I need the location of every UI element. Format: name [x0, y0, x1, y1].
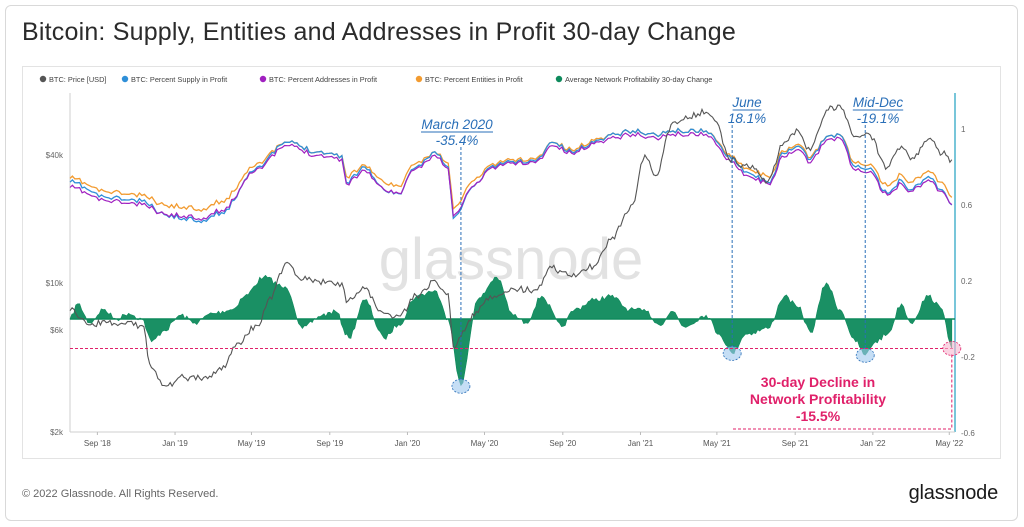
profitability-area	[69, 274, 953, 387]
profitability-area-layer	[69, 274, 955, 387]
x-tick-7: Jan '21	[628, 439, 654, 448]
legend-label-3: BTC: Percent Entities in Profit	[425, 75, 523, 84]
right-tick-4: 1	[961, 125, 966, 134]
addresses-in-profit-line	[69, 130, 953, 222]
entities-in-profit-line	[69, 127, 953, 213]
legend-label-4: Average Network Profitability 30-day Cha…	[565, 75, 712, 84]
legend-marker-0	[39, 75, 47, 83]
legend-marker-1	[121, 75, 129, 83]
legend-marker-2	[259, 75, 267, 83]
card-frame	[5, 5, 1018, 521]
annotation-text-3-0: 30-day Decline in	[761, 374, 875, 390]
right-tick-0: -0.6	[961, 429, 975, 438]
x-tick-9: Sep '21	[782, 439, 809, 448]
annotation-text-2-0: Mid-Dec	[853, 95, 904, 110]
left-tick-2: $10k	[46, 279, 64, 288]
annotation-marker-3	[942, 341, 962, 356]
x-tick-4: Jan '20	[395, 439, 421, 448]
right-tick-3: 0.6	[961, 201, 973, 210]
copyright-text: © 2022 Glassnode. All Rights Reserved.	[22, 488, 219, 500]
annotation-marker-1	[722, 345, 742, 361]
x-tick-6: Sep '20	[549, 439, 576, 448]
x-tick-11: May '22	[935, 439, 963, 448]
x-tick-0: Sep '18	[84, 439, 111, 448]
annotation-text-1-0: June	[731, 95, 761, 110]
page-title: Bitcoin: Supply, Entities and Addresses …	[22, 18, 736, 46]
x-tick-10: Jan '22	[860, 439, 886, 448]
legend-label-0: BTC: Price [USD]	[49, 75, 107, 84]
legend-label-1: BTC: Percent Supply in Profit	[131, 75, 227, 84]
brand-logo-text: glassnode	[908, 482, 999, 504]
legend-marker-4	[555, 75, 563, 83]
legend-label-2: BTC: Percent Addresses in Profit	[269, 75, 377, 84]
price-line	[69, 104, 953, 388]
x-tick-5: May '20	[471, 439, 499, 448]
chart-svg: glassnode BTC: Price [USD] BTC: Percent S…	[39, 75, 975, 448]
x-axis: Sep '18 Jan '19 May '19 Sep '19 Jan '20 May '…	[70, 431, 964, 448]
annotation-marker-2	[855, 347, 875, 363]
chart-panel: glassnode BTC: Price [USD] BTC: Percent S…	[22, 66, 1001, 459]
x-tick-8: May '21	[703, 439, 731, 448]
watermark: glassnode	[379, 227, 643, 292]
x-tick-3: Sep '19	[316, 439, 343, 448]
annotation-marker-0	[451, 378, 471, 394]
legend: BTC: Price [USD] BTC: Percent Supply in P…	[39, 75, 712, 84]
right-tick-1: -0.2	[961, 353, 975, 362]
series-lines-layer	[69, 104, 953, 388]
left-tick-1: $6k	[50, 326, 64, 335]
x-tick-2: May '19	[238, 439, 266, 448]
annotation-text-2-1: -19.1%	[857, 111, 900, 126]
supply-in-profit-line	[69, 127, 953, 224]
annotation-text-3-1: Network Profitability	[750, 391, 886, 407]
right-axis: -0.6 -0.2 0.2 0.6 1	[954, 93, 975, 438]
right-tick-2: 0.2	[961, 277, 973, 286]
left-axis: $2k $6k $10k $40k	[46, 93, 71, 437]
annotation-text-1-1: 18.1%	[728, 111, 766, 126]
annotation-text-0-0: March 2020	[421, 117, 493, 132]
annotation-text-3-2: -15.5%	[796, 408, 841, 424]
left-tick-0: $2k	[50, 428, 64, 437]
left-tick-3: $40k	[46, 151, 64, 160]
legend-marker-3	[415, 75, 423, 83]
x-tick-1: Jan '19	[162, 439, 188, 448]
annotation-text-0-1: -35.4%	[436, 133, 479, 148]
